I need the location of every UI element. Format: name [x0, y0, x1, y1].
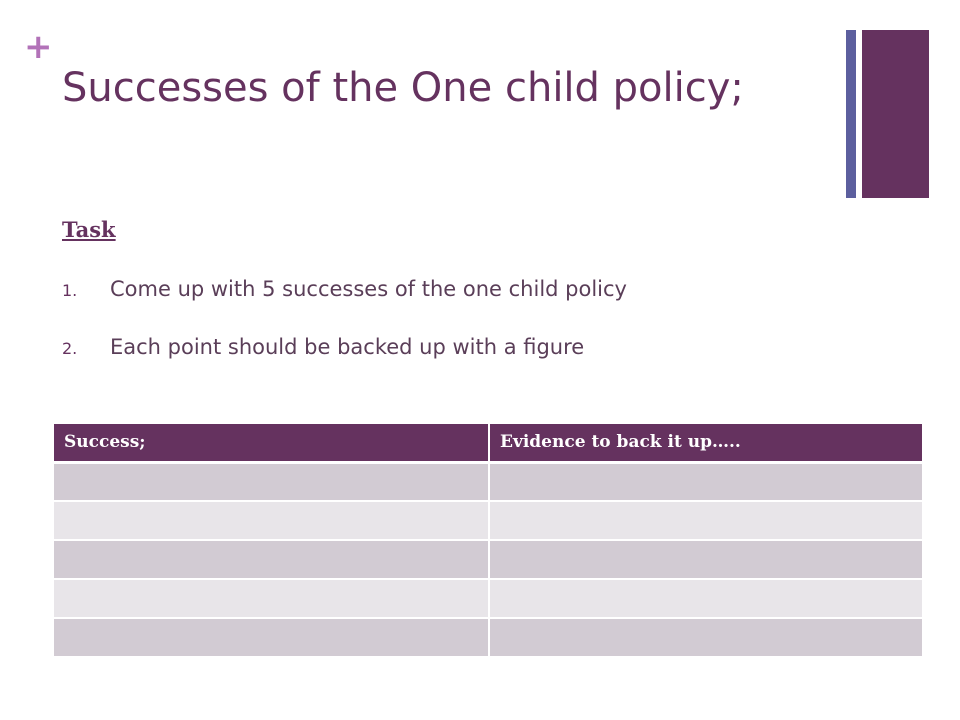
evidence-cell[interactable]: [488, 578, 924, 619]
evidence-cell[interactable]: [488, 617, 924, 658]
success-evidence-table: Success; Evidence to back it up…..: [52, 422, 924, 658]
decorative-thin-bar: [846, 30, 856, 198]
plus-decoration-icon: +: [24, 27, 53, 67]
success-cell[interactable]: [52, 500, 490, 541]
task-item-text: Come up with 5 successes of the one chil…: [110, 277, 627, 301]
slide-title: Successes of the One child policy;: [62, 65, 744, 111]
table-row: [52, 578, 924, 619]
evidence-cell[interactable]: [488, 539, 924, 580]
task-list: 1. Come up with 5 successes of the one c…: [62, 274, 627, 390]
decorative-thick-bar: [862, 30, 929, 198]
task-item: 1. Come up with 5 successes of the one c…: [62, 274, 627, 332]
task-item-number: 1.: [62, 281, 78, 300]
table-row: [52, 539, 924, 580]
task-item-text: Each point should be backed up with a fi…: [110, 335, 585, 359]
column-header-evidence: Evidence to back it up…..: [488, 422, 924, 464]
success-cell[interactable]: [52, 539, 490, 580]
task-item: 2. Each point should be backed up with a…: [62, 332, 627, 390]
table-row: [52, 617, 924, 658]
success-cell[interactable]: [52, 617, 490, 658]
table-header-row: Success; Evidence to back it up…..: [52, 422, 924, 464]
success-cell[interactable]: [52, 461, 490, 502]
table-row: [52, 500, 924, 541]
task-heading: Task: [62, 217, 116, 242]
table-row: [52, 461, 924, 502]
evidence-cell[interactable]: [488, 500, 924, 541]
task-item-number: 2.: [62, 339, 78, 358]
column-header-success: Success;: [52, 422, 490, 464]
success-cell[interactable]: [52, 578, 490, 619]
evidence-cell[interactable]: [488, 461, 924, 502]
